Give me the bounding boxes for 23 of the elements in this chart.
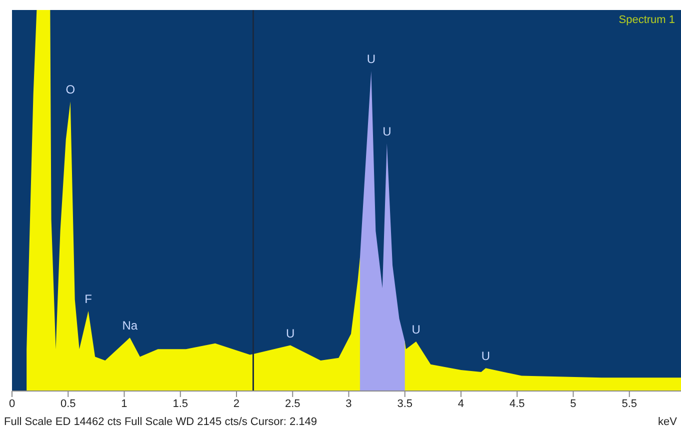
annotation: Spectrum 1 bbox=[618, 14, 675, 26]
x-tick-label: 4.5 bbox=[509, 398, 525, 410]
annotation: U bbox=[481, 349, 490, 364]
x-tick-label: 4 bbox=[458, 398, 464, 410]
x-axis-title: keV bbox=[658, 416, 677, 428]
x-tick-label: 2 bbox=[233, 398, 240, 410]
x-tick-label: 2.5 bbox=[284, 398, 300, 410]
annotation: U bbox=[412, 322, 420, 336]
x-tick-label: 3.5 bbox=[397, 398, 413, 410]
x-tick-label: 0 bbox=[8, 398, 16, 410]
x-tick-label: 5.5 bbox=[622, 398, 638, 410]
x-tick-label: 0.5 bbox=[60, 398, 76, 410]
annotation: O bbox=[66, 82, 76, 96]
annotation: U bbox=[382, 124, 392, 138]
text: Full Scale ED 14462 cts Full Scale WD 2145 cts/s Cursor: 2.149 bbox=[4, 416, 318, 428]
annotation: U bbox=[366, 52, 376, 66]
annotation: F bbox=[84, 292, 92, 306]
annotation: U bbox=[286, 326, 295, 340]
x-tick-label: 1 bbox=[121, 398, 128, 410]
annotation: Na bbox=[122, 318, 138, 333]
x-tick-label: 3 bbox=[346, 398, 352, 410]
x-tick-label: 5 bbox=[570, 398, 576, 410]
x-tick-label: 1.5 bbox=[172, 398, 188, 410]
